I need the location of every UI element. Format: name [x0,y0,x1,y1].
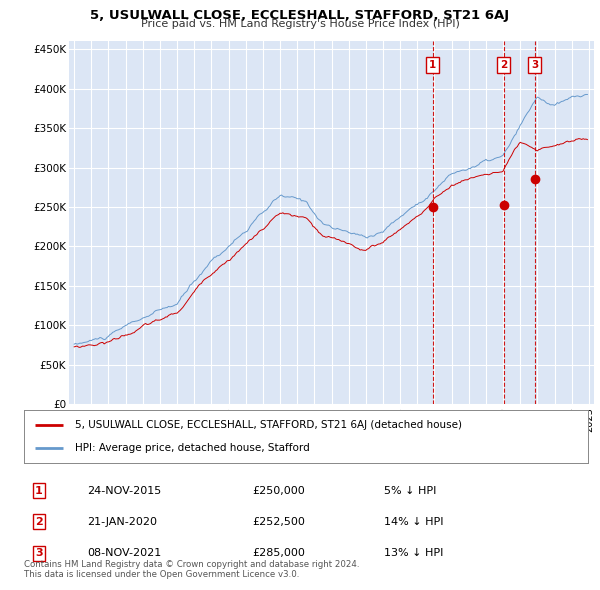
Text: £250,000: £250,000 [252,486,305,496]
Text: 5% ↓ HPI: 5% ↓ HPI [384,486,436,496]
Text: 2: 2 [35,517,43,527]
Text: 14% ↓ HPI: 14% ↓ HPI [384,517,443,527]
Text: 3: 3 [531,60,538,70]
Text: 1: 1 [429,60,436,70]
Text: HPI: Average price, detached house, Stafford: HPI: Average price, detached house, Staf… [75,443,310,453]
Text: 1: 1 [35,486,43,496]
Text: 24-NOV-2015: 24-NOV-2015 [87,486,161,496]
Text: £285,000: £285,000 [252,548,305,558]
Text: 2: 2 [500,60,508,70]
Text: 21-JAN-2020: 21-JAN-2020 [87,517,157,527]
Text: 3: 3 [35,548,43,558]
Text: Contains HM Land Registry data © Crown copyright and database right 2024.
This d: Contains HM Land Registry data © Crown c… [24,560,359,579]
Text: 5, USULWALL CLOSE, ECCLESHALL, STAFFORD, ST21 6AJ: 5, USULWALL CLOSE, ECCLESHALL, STAFFORD,… [91,9,509,22]
Text: 5, USULWALL CLOSE, ECCLESHALL, STAFFORD, ST21 6AJ (detached house): 5, USULWALL CLOSE, ECCLESHALL, STAFFORD,… [75,420,462,430]
Text: Price paid vs. HM Land Registry's House Price Index (HPI): Price paid vs. HM Land Registry's House … [140,19,460,29]
Text: 08-NOV-2021: 08-NOV-2021 [87,548,161,558]
Text: 13% ↓ HPI: 13% ↓ HPI [384,548,443,558]
Text: £252,500: £252,500 [252,517,305,527]
